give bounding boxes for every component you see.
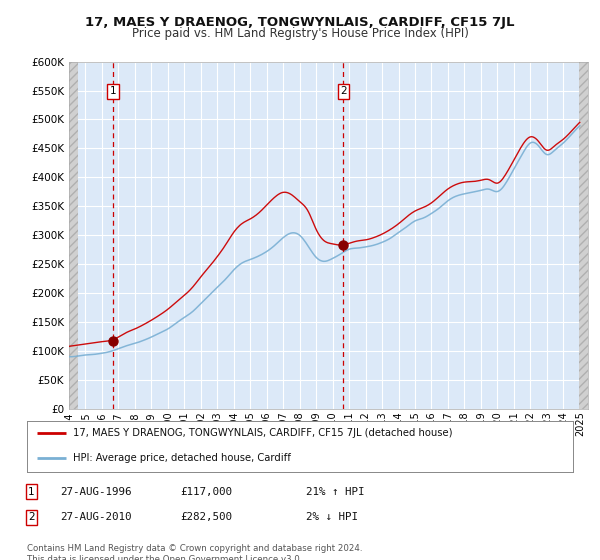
Text: 17, MAES Y DRAENOG, TONGWYNLAIS, CARDIFF, CF15 7JL (detached house): 17, MAES Y DRAENOG, TONGWYNLAIS, CARDIFF… [73,428,453,438]
Bar [69,62,78,409]
Text: 2% ↓ HPI: 2% ↓ HPI [306,512,358,522]
Text: £282,500: £282,500 [180,512,232,522]
Text: £117,000: £117,000 [180,487,232,497]
Text: Contains HM Land Registry data © Crown copyright and database right 2024.
This d: Contains HM Land Registry data © Crown c… [27,544,362,560]
Text: 1: 1 [110,86,116,96]
Text: 2: 2 [28,512,35,522]
Text: 27-AUG-1996: 27-AUG-1996 [60,487,131,497]
Text: 17, MAES Y DRAENOG, TONGWYNLAIS, CARDIFF, CF15 7JL: 17, MAES Y DRAENOG, TONGWYNLAIS, CARDIFF… [85,16,515,29]
Bar [579,62,588,409]
Text: 1: 1 [28,487,35,497]
Text: 2: 2 [340,86,347,96]
Text: 27-AUG-2010: 27-AUG-2010 [60,512,131,522]
Text: HPI: Average price, detached house, Cardiff: HPI: Average price, detached house, Card… [73,454,291,464]
Text: 21% ↑ HPI: 21% ↑ HPI [306,487,365,497]
Text: Price paid vs. HM Land Registry's House Price Index (HPI): Price paid vs. HM Land Registry's House … [131,27,469,40]
